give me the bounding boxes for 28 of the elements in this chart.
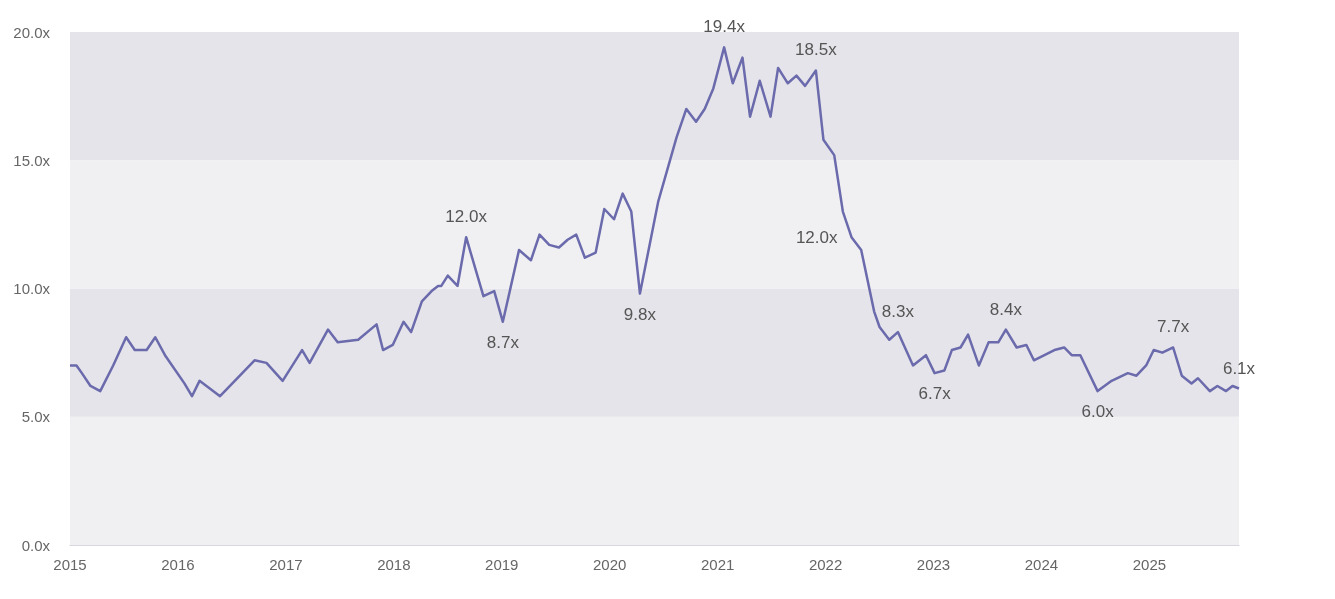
x-tick-label: 2018 [377,556,411,573]
data-label: 6.0x [1081,402,1115,422]
data-label: 8.7x [486,332,520,352]
x-tick-label: 2021 [700,556,735,573]
data-label: 7.7x [1157,317,1190,337]
data-label: 9.8x [623,304,657,324]
x-tick-label: 2024 [1024,556,1059,573]
x-tick-label: 2015 [53,556,87,573]
data-label: 18.5x [795,40,838,60]
y-tick-label: 20.0x [13,23,51,41]
y-tick-label: 10.0x [13,280,51,297]
x-tick-label: 2025 [1132,556,1167,573]
y-tick-label: 0.0x [21,536,51,554]
x-tick-label: 2020 [593,556,627,573]
data-label: 6.7x [918,384,952,404]
data-label: 8.4x [989,299,1023,319]
data-label: 6.1x [1222,358,1256,378]
x-tick-label: 2022 [808,556,843,573]
x-tick-label: 2016 [161,556,195,573]
x-tick-label: 2023 [916,556,951,573]
x-tick-label: 2017 [269,556,303,573]
data-label: 12.0x [445,207,488,227]
y-tick-label: 15.0x [13,151,51,169]
data-label: 8.3x [881,302,915,322]
x-tick-label: 2019 [485,556,519,573]
data-label: 19.4x [703,17,746,37]
y-tick-label: 5.0x [21,408,51,426]
data-label: 12.0x [795,227,838,247]
